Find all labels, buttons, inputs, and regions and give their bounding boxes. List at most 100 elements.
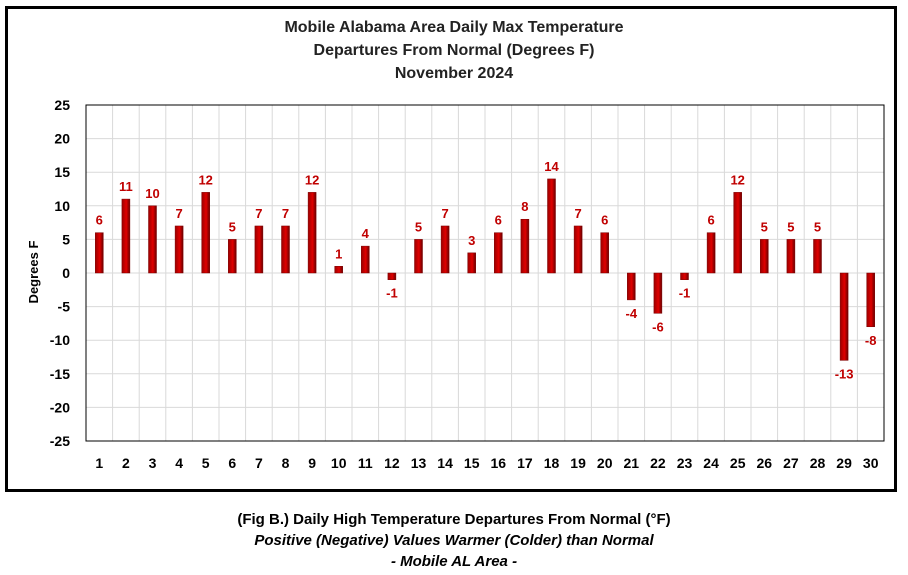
y-axis-ticks: 25 20 15 10 5 0 -5 -10 -15 -20 -25	[50, 97, 70, 449]
bar	[839, 272, 849, 361]
data-label: -1	[679, 286, 691, 301]
x-tick-label: 9	[308, 455, 316, 471]
bar	[121, 198, 131, 274]
data-label: 6	[495, 213, 502, 228]
x-tick-label: 23	[677, 455, 693, 471]
data-label: -13	[835, 366, 854, 381]
data-label: 12	[730, 172, 744, 187]
x-tick-label: 4	[175, 455, 183, 471]
data-label: 8	[521, 199, 528, 214]
x-tick-label: 21	[624, 455, 640, 471]
x-tick-label: 14	[437, 455, 453, 471]
bar	[706, 232, 716, 274]
caption-line-1: (Fig B.) Daily High Temperature Departur…	[237, 511, 671, 528]
data-label: 11	[119, 179, 133, 194]
bar	[627, 272, 636, 301]
data-label: 3	[468, 233, 475, 248]
y-tick-label: 20	[54, 131, 70, 147]
data-label: -8	[865, 333, 877, 348]
x-tick-label: 19	[570, 455, 586, 471]
x-tick-label: 16	[491, 455, 507, 471]
data-label: 6	[601, 213, 608, 228]
y-tick-label: -5	[58, 299, 71, 315]
data-label: 5	[229, 219, 236, 234]
x-tick-label: 6	[228, 455, 236, 471]
caption-line-2: Positive (Negative) Values Warmer (Colde…	[254, 532, 654, 549]
x-tick-label: 10	[331, 455, 347, 471]
x-tick-label: 7	[255, 455, 263, 471]
bar	[573, 225, 583, 274]
data-label: 7	[255, 206, 262, 221]
x-tick-label: 11	[358, 455, 373, 471]
bar	[281, 225, 290, 274]
y-tick-label: -10	[50, 332, 70, 348]
bar	[733, 192, 742, 274]
y-tick-label: 10	[54, 198, 70, 214]
data-label: 7	[282, 206, 289, 221]
x-tick-label: 26	[757, 455, 773, 471]
y-tick-label: 5	[62, 231, 70, 247]
bar	[440, 225, 450, 274]
x-tick-label: 13	[411, 455, 427, 471]
bar	[467, 252, 476, 274]
bar	[414, 239, 423, 274]
x-axis-ticks: 1 2 3 4 5 6 7 8 9 10 11 12 13 14 15 16 17 18 19 20 21 22 23 24 2…	[95, 455, 878, 471]
data-label: 4	[362, 226, 370, 241]
bar	[361, 245, 370, 274]
x-tick-label: 27	[783, 455, 799, 471]
bar	[813, 239, 822, 274]
chart-title-line-2: Departures From Normal (Degrees F)	[313, 42, 595, 59]
data-label: 5	[415, 219, 422, 234]
x-tick-label: 8	[282, 455, 290, 471]
data-label: 6	[707, 213, 714, 228]
y-tick-label: -20	[50, 399, 70, 415]
bar	[494, 232, 503, 274]
y-axis-label: Degrees F	[26, 241, 41, 304]
x-tick-label: 24	[703, 455, 719, 471]
x-tick-label: 5	[202, 455, 210, 471]
bar	[307, 192, 317, 274]
x-tick-label: 29	[836, 455, 852, 471]
data-label: -4	[626, 306, 638, 321]
bar	[228, 239, 237, 274]
x-tick-label: 18	[544, 455, 560, 471]
x-tick-label: 3	[149, 455, 157, 471]
bar	[760, 239, 769, 274]
x-tick-label: 17	[517, 455, 533, 471]
data-label: 5	[814, 219, 821, 234]
x-tick-label: 2	[122, 455, 130, 471]
y-tick-label: 0	[62, 265, 70, 281]
chart-title-line-3: November 2024	[394, 65, 514, 82]
y-tick-label: -15	[50, 366, 70, 382]
data-label: 7	[441, 206, 448, 221]
bar	[201, 192, 210, 274]
data-label: 6	[96, 213, 103, 228]
bar	[653, 272, 663, 314]
bar	[866, 272, 875, 328]
bar	[148, 205, 157, 274]
data-label: 7	[574, 206, 581, 221]
data-label: 7	[175, 206, 182, 221]
x-tick-label: 28	[810, 455, 826, 471]
bar	[786, 239, 796, 274]
chart-title-line-1: Mobile Alabama Area Daily Max Temperatur…	[284, 19, 624, 36]
bar	[334, 266, 343, 274]
data-label: 14	[544, 159, 559, 174]
bar	[520, 218, 530, 274]
x-tick-label: 30	[863, 455, 879, 471]
y-tick-label: 25	[54, 97, 70, 113]
data-label: -6	[652, 319, 664, 334]
bars	[95, 178, 875, 361]
data-label: 1	[335, 246, 342, 261]
data-label: 5	[787, 219, 794, 234]
x-tick-label: 25	[730, 455, 746, 471]
y-tick-label: 15	[54, 164, 70, 180]
bar	[95, 232, 104, 274]
x-tick-label: 20	[597, 455, 613, 471]
data-label: 12	[198, 172, 212, 187]
data-label: 5	[761, 219, 768, 234]
plot-area	[85, 104, 885, 442]
x-tick-label: 22	[650, 455, 666, 471]
bar	[680, 272, 689, 280]
